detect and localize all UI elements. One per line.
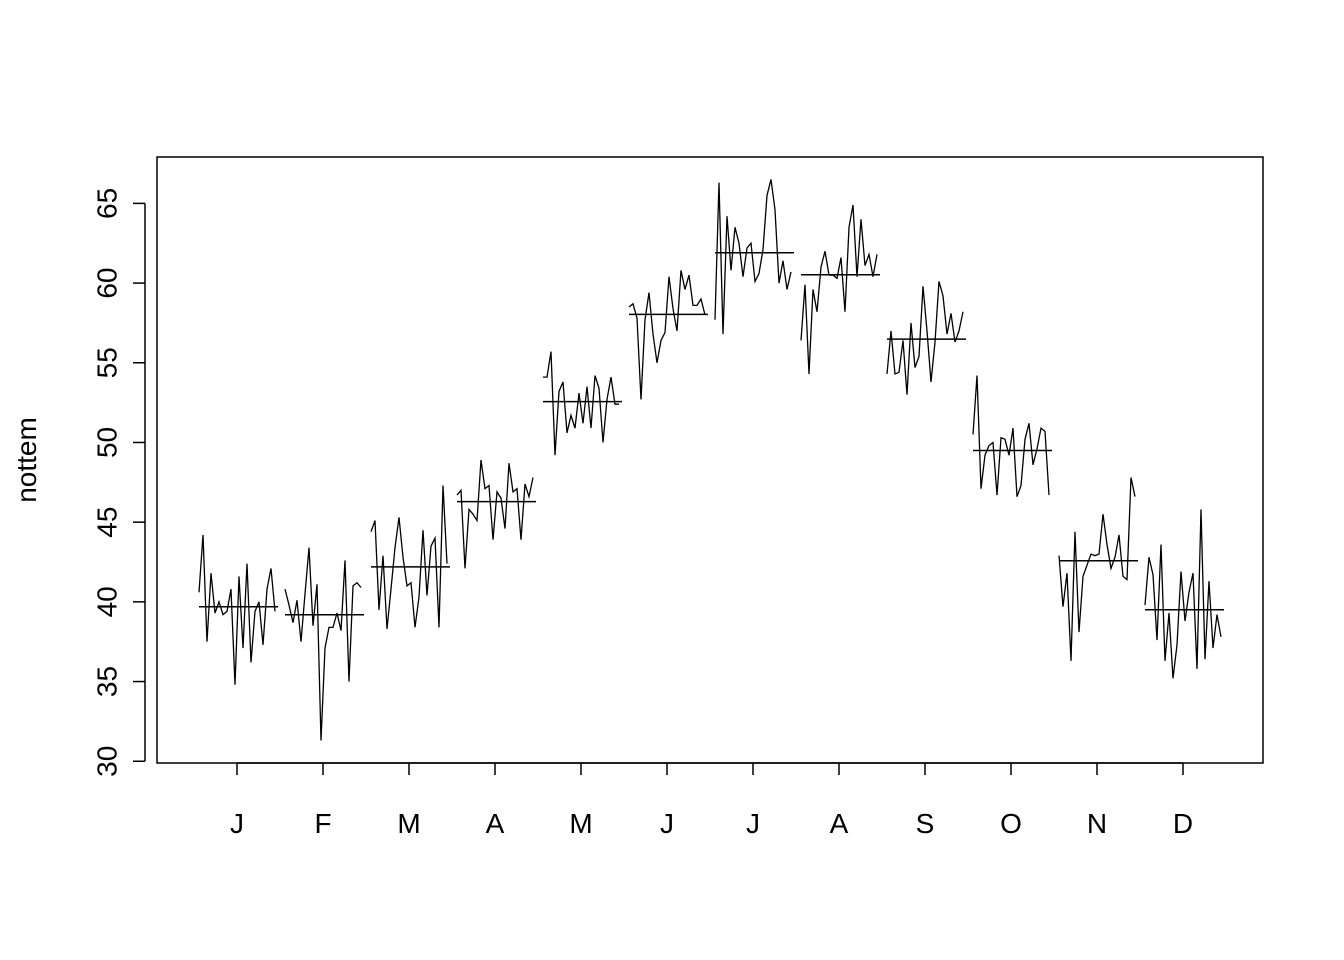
x-tick-label: D [1173,808,1193,839]
y-tick-label: 65 [91,188,122,219]
x-tick-label: A [486,808,505,839]
month-series [886,281,964,395]
x-tick-label: M [397,808,420,839]
x-tick-label: O [1000,808,1022,839]
month-series [714,179,792,335]
month-series [543,351,619,456]
x-tick-label: J [230,808,244,839]
y-tick-label: 35 [91,666,122,697]
y-tick-label: 40 [91,586,122,617]
month-series [800,204,878,374]
y-tick-label: 60 [91,267,122,298]
y-tick-label: 55 [91,347,122,378]
x-tick-label: F [314,808,331,839]
x-tick-label: A [830,808,849,839]
y-tick-label: 50 [91,427,122,458]
month-series [198,534,276,685]
month-series [456,459,534,569]
x-tick-label: J [746,808,760,839]
month-series [628,270,706,400]
x-tick-label: M [569,808,592,839]
plot-frame [156,156,1264,764]
month-series [370,485,448,630]
month-series [284,547,362,741]
y-axis-label: nottem [11,417,42,503]
month-series [1144,509,1222,679]
x-tick-label: J [660,808,674,839]
month-series [972,375,1050,497]
y-tick-label: 45 [91,507,122,538]
y-tick-label: 30 [91,746,122,777]
x-tick-label: S [916,808,935,839]
x-tick-label: N [1087,808,1107,839]
month-series [1058,477,1136,661]
